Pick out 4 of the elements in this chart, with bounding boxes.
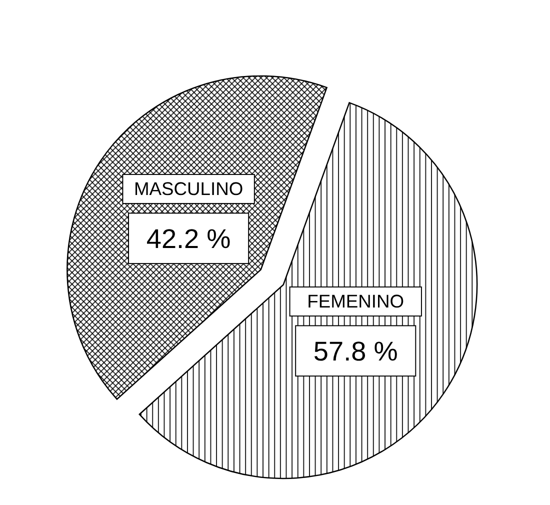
- data-label: 57.8 %: [313, 336, 398, 367]
- data-label: 42.2 %: [146, 223, 231, 254]
- slice-label: MASCULINO: [134, 178, 244, 199]
- slice-label: FEMENINO: [307, 290, 404, 312]
